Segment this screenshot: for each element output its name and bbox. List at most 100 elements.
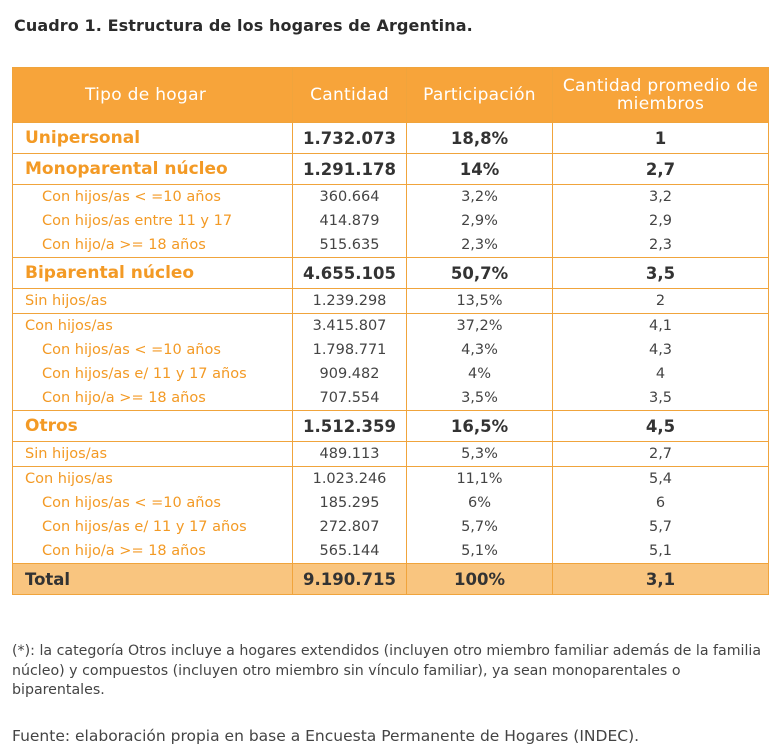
cell-promedio: 3,1 — [552, 563, 769, 595]
sub-promedio: 2,7 — [552, 441, 769, 467]
sub-value: 2,3% — [461, 237, 498, 253]
cell-participacion: 100% — [406, 563, 553, 595]
sub-value: 489.113 — [319, 446, 380, 462]
row-label: Otros — [12, 410, 293, 442]
sub-value: 4 — [655, 366, 666, 382]
sub-value: 360.664 — [319, 189, 380, 205]
sub-promedio: 3,2 2,9 2,3 — [552, 184, 769, 258]
row-label: Biparental núcleo — [12, 257, 293, 289]
sub-value: 2 — [655, 293, 666, 309]
sub-value: 5,4 — [648, 471, 673, 487]
cell-participacion: 14% — [406, 153, 553, 185]
sub-value: 4% — [467, 366, 491, 382]
sub-value: 2,3 — [648, 237, 673, 253]
sub-value: 2,7 — [648, 446, 673, 462]
sub-value: 6% — [467, 495, 491, 511]
sub-value: 565.144 — [319, 543, 380, 559]
sub-value: 515.635 — [319, 237, 380, 253]
sub-participacion: 3,2% 2,9% 2,3% — [406, 184, 553, 258]
sub-labels: Con hijos/as Con hijos/as < =10 años Con… — [12, 313, 293, 411]
sub-label: Con hijo/a >= 18 años — [42, 390, 206, 406]
row-otros: Otros 1.512.359 16,5% 4,5 — [12, 410, 769, 442]
row-otros-sin: Sin hijos/as 489.113 5,3% 2,7 — [12, 441, 769, 467]
sub-value: 3,2 — [648, 189, 673, 205]
sub-labels: Sin hijos/as — [12, 288, 293, 314]
row-label: Monoparental núcleo — [12, 153, 293, 185]
sub-value: 3,2% — [461, 189, 498, 205]
sub-labels: Sin hijos/as — [12, 441, 293, 467]
sub-value: 185.295 — [319, 495, 380, 511]
sub-promedio: 2 — [552, 288, 769, 314]
sub-value: 3,5 — [648, 390, 673, 406]
source-note: Fuente: elaboración propia en base a Enc… — [12, 727, 640, 745]
cell-promedio: 3,5 — [552, 257, 769, 289]
sub-promedio: 4,1 4,3 4 3,5 — [552, 313, 769, 411]
sub-value: 272.807 — [319, 519, 380, 535]
table-title: Cuadro 1. Estructura de los hogares de A… — [14, 16, 473, 35]
sub-value: 37,2% — [456, 318, 503, 334]
sub-value: 5,7% — [461, 519, 498, 535]
cell-promedio: 1 — [552, 122, 769, 154]
sub-label: Sin hijos/as — [25, 293, 108, 309]
sub-value: 4,3 — [648, 342, 673, 358]
sub-label: Con hijos/as < =10 años — [42, 495, 221, 511]
sub-label: Con hijos/as < =10 años — [42, 342, 221, 358]
sub-participacion: 11,1% 6% 5,7% 5,1% — [406, 466, 553, 564]
cell-cantidad: 1.732.073 — [292, 122, 407, 154]
cell-cantidad: 1.512.359 — [292, 410, 407, 442]
sub-participacion: 13,5% — [406, 288, 553, 314]
sub-value: 1.798.771 — [312, 342, 387, 358]
sub-value: 2,9 — [648, 213, 673, 229]
sub-label: Sin hijos/as — [25, 446, 108, 462]
cell-promedio: 4,5 — [552, 410, 769, 442]
sub-cantidad: 360.664 414.879 515.635 — [292, 184, 407, 258]
header-participacion: Participación — [406, 67, 553, 123]
sub-value: 5,1% — [461, 543, 498, 559]
sub-value: 3.415.807 — [312, 318, 387, 334]
cell-cantidad: 1.291.178 — [292, 153, 407, 185]
sub-label: Con hijos/as entre 11 y 17 — [42, 213, 233, 229]
header-cantidad: Cantidad — [292, 67, 407, 123]
sub-value: 3,5% — [461, 390, 498, 406]
sub-value: 5,3% — [461, 446, 498, 462]
sub-cantidad: 489.113 — [292, 441, 407, 467]
row-biparental-sin: Sin hijos/as 1.239.298 13,5% 2 — [12, 288, 769, 314]
sub-participacion: 37,2% 4,3% 4% 3,5% — [406, 313, 553, 411]
row-unipersonal: Unipersonal 1.732.073 18,8% 1 — [12, 122, 769, 154]
sub-label: Con hijo/a >= 18 años — [42, 543, 206, 559]
sub-participacion: 5,3% — [406, 441, 553, 467]
sub-value: 5,1 — [648, 543, 673, 559]
cell-promedio: 2,7 — [552, 153, 769, 185]
sub-value: 4,1 — [648, 318, 673, 334]
row-label: Total — [12, 563, 293, 595]
header-row: Tipo de hogar Cantidad Participación Can… — [12, 67, 769, 123]
sub-value: 707.554 — [319, 390, 380, 406]
sub-labels: Con hijos/as < =10 años Con hijos/as ent… — [12, 184, 293, 258]
header-promedio: Cantidad promedio de miembros — [552, 67, 769, 123]
sub-cantidad: 3.415.807 1.798.771 909.482 707.554 — [292, 313, 407, 411]
sub-label: Con hijos/as — [25, 318, 113, 334]
row-biparental-con: Con hijos/as Con hijos/as < =10 años Con… — [12, 313, 769, 411]
households-table: Tipo de hogar Cantidad Participación Can… — [12, 67, 769, 595]
cell-participacion: 18,8% — [406, 122, 553, 154]
row-total: Total 9.190.715 100% 3,1 — [12, 563, 769, 595]
row-monoparental: Monoparental núcleo 1.291.178 14% 2,7 — [12, 153, 769, 185]
sub-label: Con hijos/as e/ 11 y 17 años — [42, 519, 247, 535]
sub-label: Con hijos/as < =10 años — [42, 189, 221, 205]
sub-promedio: 5,4 6 5,7 5,1 — [552, 466, 769, 564]
sub-label: Con hijos/as — [25, 471, 113, 487]
cell-participacion: 16,5% — [406, 410, 553, 442]
row-biparental: Biparental núcleo 4.655.105 50,7% 3,5 — [12, 257, 769, 289]
cell-participacion: 50,7% — [406, 257, 553, 289]
sub-value: 414.879 — [319, 213, 380, 229]
header-tipo: Tipo de hogar — [12, 67, 293, 123]
sub-value: 13,5% — [456, 293, 503, 309]
sub-labels: Con hijos/as Con hijos/as < =10 años Con… — [12, 466, 293, 564]
sub-value: 1.239.298 — [312, 293, 387, 309]
sub-cantidad: 1.239.298 — [292, 288, 407, 314]
sub-value: 4,3% — [461, 342, 498, 358]
cell-cantidad: 4.655.105 — [292, 257, 407, 289]
sub-label: Con hijo/a >= 18 años — [42, 237, 206, 253]
row-otros-con: Con hijos/as Con hijos/as < =10 años Con… — [12, 466, 769, 564]
row-label: Unipersonal — [12, 122, 293, 154]
